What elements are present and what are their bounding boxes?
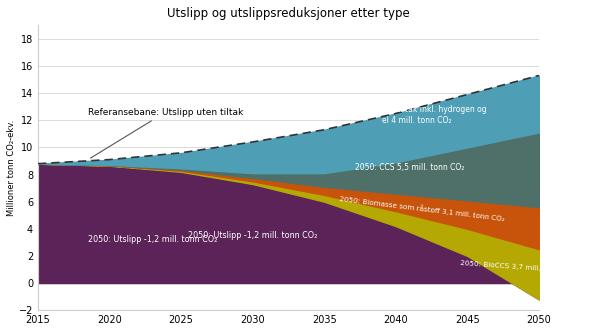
Text: Referansebane: Utslipp uten tiltak: Referansebane: Utslipp uten tiltak bbox=[88, 108, 243, 158]
Text: 2050: BioCCS 3,7 mill. tonn CO₂: 2050: BioCCS 3,7 mill. tonn CO₂ bbox=[460, 260, 575, 274]
Text: 2050: Utslipp -1,2 mill. tonn CO₂: 2050: Utslipp -1,2 mill. tonn CO₂ bbox=[88, 235, 217, 244]
Text: 2050: Andre tiltak inkl. hydrogen og
el 4 mill. tonn CO₂: 2050: Andre tiltak inkl. hydrogen og el … bbox=[348, 105, 487, 124]
Text: 2050: Utslipp -1,2 mill. tonn CO₂: 2050: Utslipp -1,2 mill. tonn CO₂ bbox=[188, 231, 317, 240]
Y-axis label: Millioner tonn CO₂-ekv.: Millioner tonn CO₂-ekv. bbox=[7, 120, 16, 216]
Text: 2050: CCS 5,5 mill. tonn CO₂: 2050: CCS 5,5 mill. tonn CO₂ bbox=[355, 163, 465, 172]
Title: Utslipp og utslippsreduksjoner etter type: Utslipp og utslippsreduksjoner etter typ… bbox=[167, 7, 410, 20]
Text: 2050: Biomasse som råstoff 3,1 mill. tonn CO₂: 2050: Biomasse som råstoff 3,1 mill. ton… bbox=[339, 195, 505, 222]
